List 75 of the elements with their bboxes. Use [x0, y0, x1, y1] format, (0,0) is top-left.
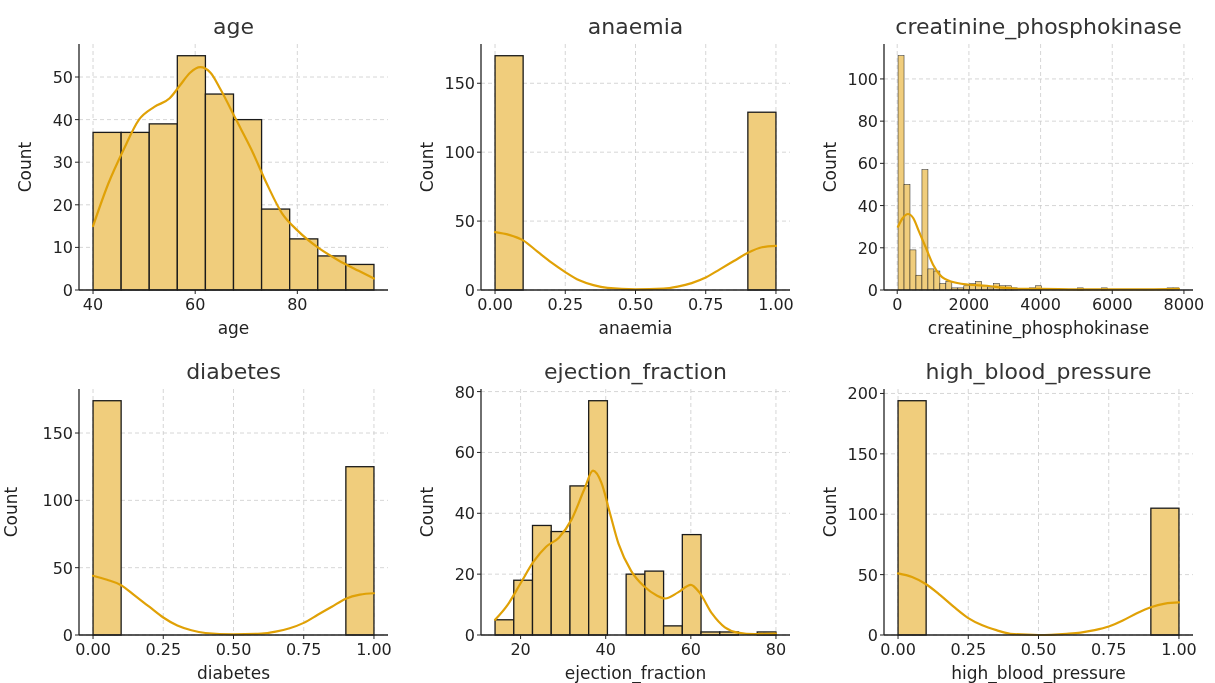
y-axis-title: Count	[417, 141, 437, 193]
y-tick-label: 20	[857, 238, 878, 258]
y-tick-label: 80	[454, 382, 475, 402]
x-tick-label: 0.50	[215, 640, 252, 659]
chart-title: anaemia	[587, 14, 684, 39]
x-tick-label: 40	[82, 295, 104, 314]
y-tick-label: 60	[857, 154, 878, 174]
y-tick-label: 10	[52, 238, 73, 258]
y-tick-label: 60	[454, 443, 475, 463]
x-tick-label: 0.00	[477, 295, 513, 314]
x-tick-label: 6000	[1091, 295, 1133, 314]
x-tick-label: 1.00	[758, 295, 794, 314]
x-tick-label: 80	[287, 295, 308, 314]
y-tick-label: 150	[42, 424, 73, 444]
x-tick-label: 1.00	[1161, 640, 1197, 659]
x-tick-label: 80	[765, 640, 787, 659]
y-axis-title: Count	[15, 141, 35, 193]
y-tick-label: 150	[444, 74, 475, 94]
y-axis-title: Count	[1, 486, 21, 538]
x-tick-label: 0.75	[687, 295, 724, 314]
y-tick-label: 0	[464, 281, 475, 300]
x-tick-label: 1.00	[356, 640, 392, 659]
x-tick-label: 0.25	[547, 295, 584, 314]
x-tick-label: 0	[892, 295, 903, 314]
x-axis-title: high_blood_pressure	[951, 663, 1126, 683]
y-tick-label: 50	[52, 558, 73, 578]
x-axis-title: ejection_fraction	[564, 663, 707, 683]
y-tick-label: 200	[847, 384, 878, 404]
x-tick-label: 60	[185, 295, 206, 314]
y-tick-label: 40	[857, 196, 878, 216]
x-tick-label: 0.00	[880, 640, 916, 659]
chart-title: diabetes	[186, 359, 281, 384]
x-tick-label: 4000	[1020, 295, 1061, 314]
y-tick-label: 30	[52, 153, 73, 173]
y-tick-label: 0	[867, 626, 878, 645]
chart-title: ejection_fraction	[544, 359, 727, 385]
y-tick-label: 100	[847, 69, 878, 89]
y-tick-label: 20	[454, 565, 475, 585]
x-tick-label: 0.75	[285, 640, 322, 659]
x-axis-title: anaemia	[598, 318, 673, 338]
x-tick-label: 0.50	[617, 295, 654, 314]
x-tick-label: 2000	[948, 295, 990, 314]
y-tick-label: 50	[52, 68, 73, 88]
y-tick-label: 40	[52, 110, 73, 130]
x-tick-label: 60	[680, 640, 702, 659]
x-axis-title: age	[217, 318, 250, 338]
y-tick-label: 50	[454, 212, 475, 232]
x-axis-title: diabetes	[196, 663, 271, 683]
chart-title: age	[213, 14, 254, 39]
x-tick-label: 0.25	[145, 640, 182, 659]
chart-title: creatinine_phosphokinase	[895, 14, 1182, 40]
chart-title: high_blood_pressure	[925, 359, 1152, 385]
x-tick-label: 20	[510, 640, 531, 659]
y-tick-label: 100	[42, 491, 73, 511]
y-tick-label: 100	[847, 505, 878, 525]
y-tick-label: 100	[444, 143, 475, 163]
y-tick-label: 0	[62, 281, 73, 300]
x-tick-label: 0.00	[75, 640, 111, 659]
y-tick-label: 0	[867, 281, 878, 300]
x-tick-label: 0.25	[950, 640, 987, 659]
y-tick-label: 80	[857, 112, 878, 132]
y-tick-label: 50	[857, 565, 878, 585]
y-tick-label: 40	[454, 504, 475, 524]
y-axis-title: Count	[417, 486, 437, 538]
x-tick-label: 40	[595, 640, 616, 659]
x-tick-label: 8000	[1163, 295, 1205, 314]
y-axis-title: Count	[820, 141, 840, 193]
y-tick-label: 20	[52, 195, 73, 215]
x-tick-label: 0.75	[1090, 640, 1127, 659]
y-tick-label: 0	[464, 626, 475, 645]
x-tick-label: 0.50	[1020, 640, 1057, 659]
x-axis-title: creatinine_phosphokinase	[927, 318, 1150, 339]
y-axis-title: Count	[820, 486, 840, 538]
y-tick-label: 0	[62, 626, 73, 645]
y-tick-label: 150	[847, 444, 878, 464]
